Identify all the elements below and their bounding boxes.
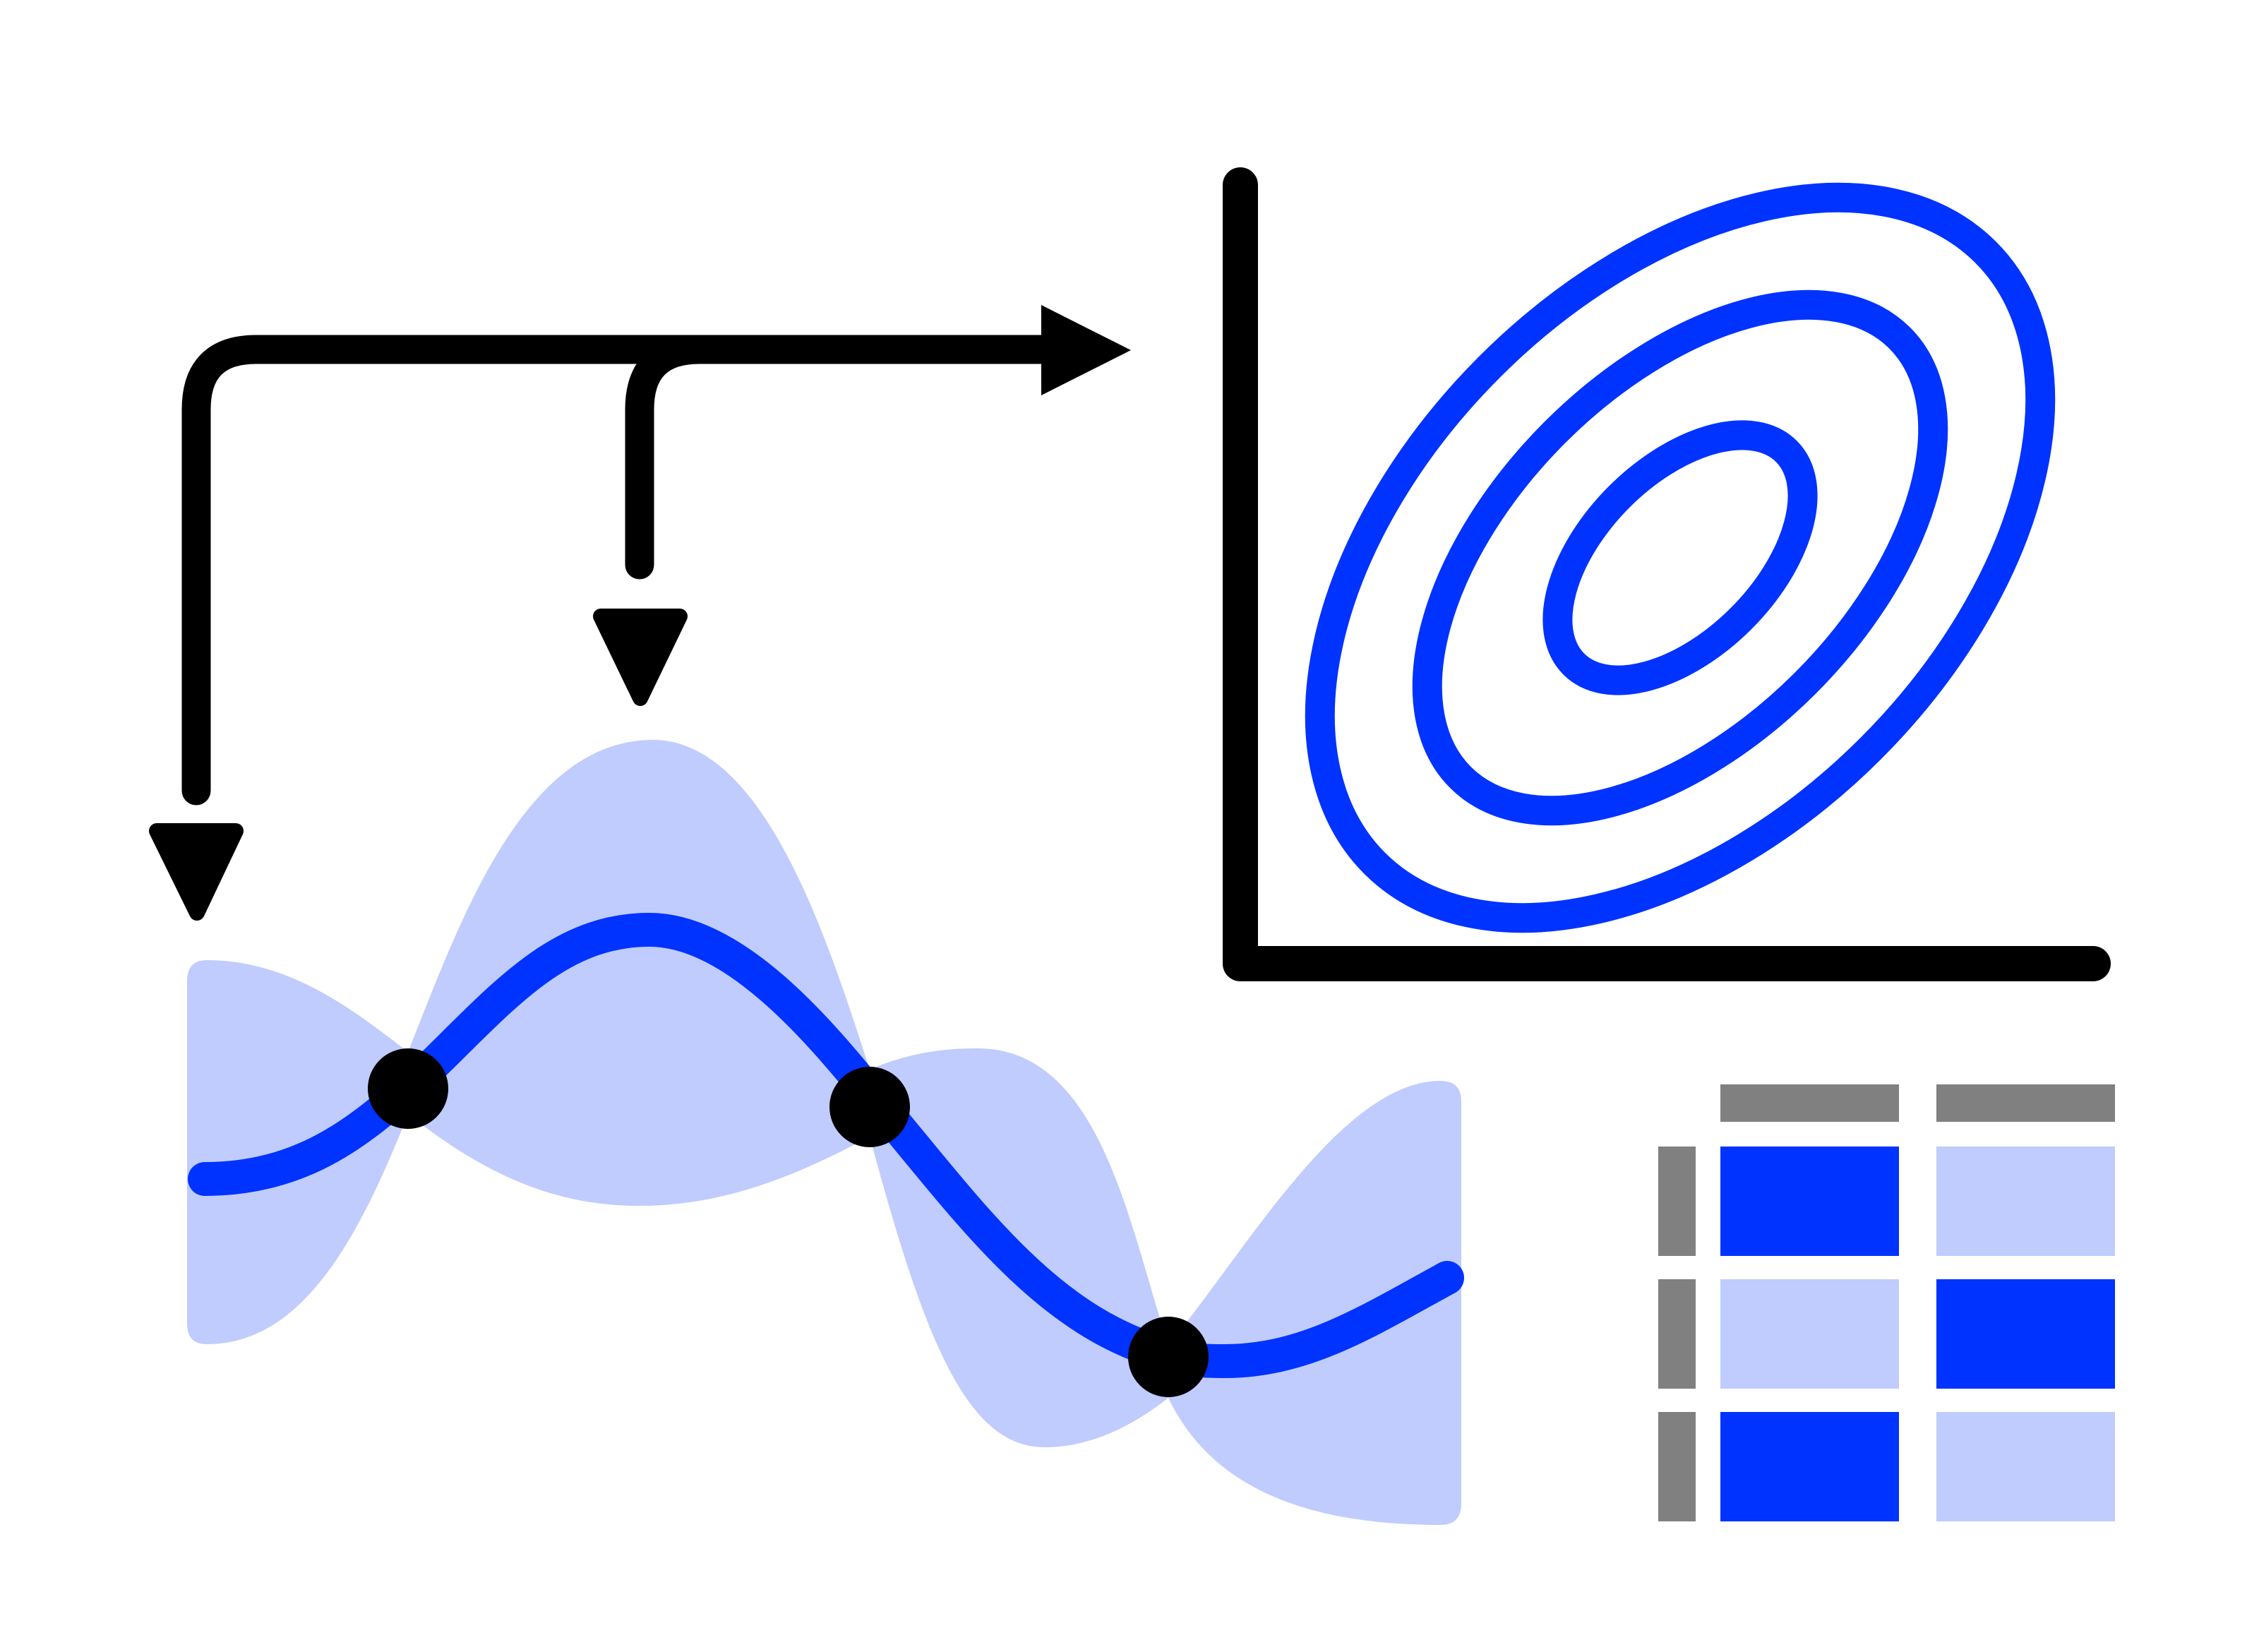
column-header-bar [1936, 1084, 2115, 1122]
contour-level-middle [1412, 289, 1948, 826]
inner-flow-connector [625, 335, 1060, 580]
observation-point [368, 1048, 448, 1129]
observation-point [1128, 1317, 1209, 1397]
matrix-cell-light [1720, 1279, 1899, 1389]
column-header-bar [1720, 1084, 1899, 1122]
matrix-cell-dark [1720, 1147, 1899, 1256]
contour-plot [1223, 167, 2111, 981]
flow-arrows [181, 335, 1060, 806]
row-header-bar [1658, 1279, 1696, 1389]
matrix-row-headers [1658, 1147, 1696, 1521]
observation-points [368, 1048, 1209, 1397]
matrix-grid [1658, 1084, 2115, 1521]
matrix-cell-dark [1936, 1279, 2115, 1389]
outer-flow-connector [181, 335, 1060, 806]
contour-level-outer [1305, 182, 2056, 933]
contour-ellipses [1305, 182, 2056, 933]
contour-axes [1223, 167, 2111, 981]
matrix-cell-dark [1720, 1412, 1899, 1521]
row-header-bar [1658, 1412, 1696, 1521]
arrowhead-down-left-icon [149, 823, 244, 921]
arrowhead-right-icon [1041, 305, 1131, 395]
contour-level-inner [1542, 420, 1818, 695]
gp-regression-plot [187, 740, 1464, 1525]
observation-point [829, 1067, 910, 1147]
matrix-cell-light [1936, 1147, 2115, 1256]
arrowhead-down-middle-icon [593, 609, 688, 706]
matrix-cell-light [1936, 1412, 2115, 1521]
matrix-cells [1720, 1147, 2115, 1521]
matrix-column-headers [1720, 1084, 2115, 1122]
row-header-bar [1658, 1147, 1696, 1256]
